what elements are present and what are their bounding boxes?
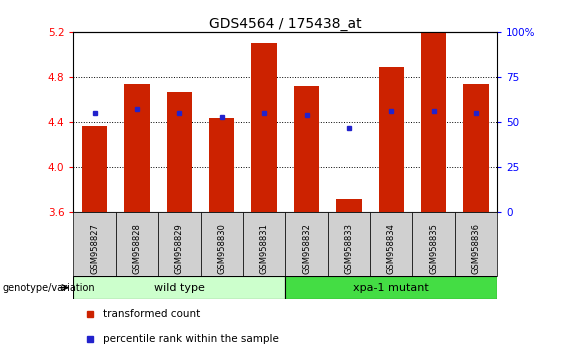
Text: GSM958827: GSM958827	[90, 223, 99, 274]
Bar	[285, 212, 328, 276]
Text: GSM958831: GSM958831	[260, 223, 268, 274]
Bar	[379, 67, 404, 212]
Text: GSM958836: GSM958836	[472, 223, 480, 274]
Text: GSM958829: GSM958829	[175, 223, 184, 274]
Bar	[294, 86, 319, 212]
Bar	[328, 212, 370, 276]
Bar	[421, 32, 446, 212]
Bar	[251, 43, 277, 212]
Text: GSM958830: GSM958830	[218, 223, 226, 274]
Bar	[285, 276, 497, 299]
Bar	[209, 118, 234, 212]
Bar	[412, 212, 455, 276]
Bar	[82, 126, 107, 212]
Text: genotype/variation: genotype/variation	[3, 282, 95, 293]
Text: GSM958834: GSM958834	[387, 223, 396, 274]
Text: GSM958832: GSM958832	[302, 223, 311, 274]
Text: wild type: wild type	[154, 282, 205, 293]
Bar	[243, 212, 285, 276]
Text: GSM958835: GSM958835	[429, 223, 438, 274]
Bar	[116, 212, 158, 276]
Bar	[73, 212, 116, 276]
Bar	[167, 92, 192, 212]
Text: xpa-1 mutant: xpa-1 mutant	[353, 282, 429, 293]
Text: percentile rank within the sample: percentile rank within the sample	[103, 333, 279, 344]
Bar	[201, 212, 243, 276]
Title: GDS4564 / 175438_at: GDS4564 / 175438_at	[209, 17, 362, 31]
Bar	[455, 212, 497, 276]
Text: GSM958828: GSM958828	[133, 223, 141, 274]
Bar	[370, 212, 412, 276]
Bar	[124, 84, 150, 212]
Bar	[73, 276, 285, 299]
Bar	[463, 84, 489, 212]
Bar	[158, 212, 201, 276]
Text: transformed count: transformed count	[103, 309, 201, 320]
Bar	[336, 199, 362, 212]
Text: GSM958833: GSM958833	[345, 223, 353, 274]
